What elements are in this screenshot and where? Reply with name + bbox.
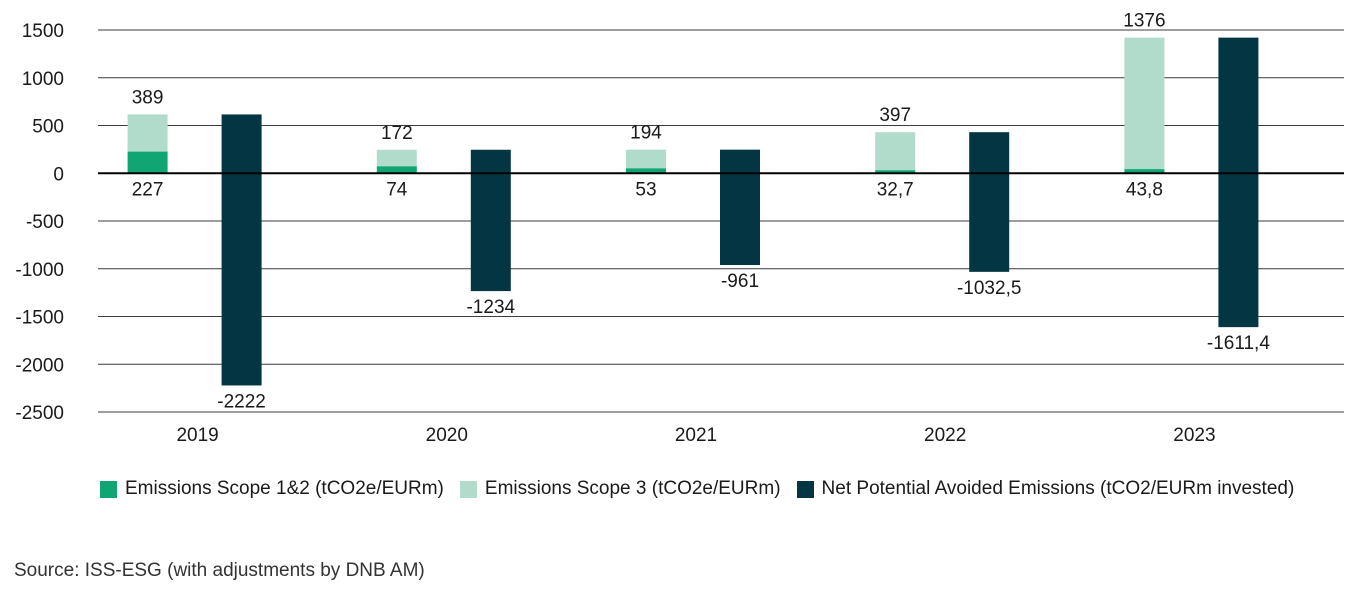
bar-scope3 — [626, 149, 666, 169]
legend-swatch-scope3 — [459, 480, 477, 498]
bar-avoided — [969, 132, 1010, 272]
y-tick-label: -500 — [26, 212, 64, 233]
bar-scope12 — [875, 170, 916, 174]
x-tick-label: 2020 — [426, 425, 468, 446]
data-label-scope3: 397 — [879, 105, 911, 126]
x-axis-ticks: 2019 2020 2021 2022 2023 — [176, 425, 1215, 446]
x-tick-label: 2019 — [176, 425, 218, 446]
data-label-scope12: 53 — [635, 179, 656, 200]
data-label-scope3: 389 — [132, 87, 164, 108]
bar-scope12 — [376, 166, 417, 174]
x-tick-label: 2022 — [924, 425, 966, 446]
data-label-scope3: 1376 — [1123, 11, 1165, 32]
chart-canvas: 1500 1000 500 0 -500 -1000 -1500 -2000 -2500 389… — [15, 11, 1344, 446]
data-labels: 389 227 -2222 172 74 -1234 194 53 -961 397 32,7 -10… — [132, 11, 1271, 413]
data-label-scope3: 194 — [630, 123, 662, 144]
data-label-scope3: 172 — [381, 123, 413, 144]
data-label-scope12: 32,7 — [877, 179, 914, 200]
x-tick-label: 2021 — [675, 425, 717, 446]
data-label-avoided: -2222 — [217, 391, 266, 412]
data-label-avoided: -1611,4 — [1207, 333, 1270, 354]
legend: Emissions Scope 1&2 (tCO2e/EURm) Emissio… — [100, 478, 1294, 500]
y-axis-ticks: 1500 1000 500 0 -500 -1000 -1500 -2000 -2500 — [15, 21, 64, 424]
bar-avoided — [221, 114, 262, 386]
bar-scope12 — [127, 151, 168, 174]
y-tick-label: -1500 — [15, 308, 64, 329]
legend-swatch-scope12 — [100, 480, 117, 498]
data-label-avoided: -961 — [721, 271, 759, 292]
legend-label-scope12: Emissions Scope 1&2 (tCO2e/EURm) — [125, 478, 444, 499]
bar-scope12 — [1124, 169, 1165, 174]
legend-swatch-avoided — [796, 480, 814, 498]
data-label-scope12: 227 — [132, 179, 164, 200]
y-tick-label: 1500 — [22, 21, 64, 42]
bar-avoided — [720, 149, 760, 266]
bar-avoided — [470, 149, 511, 292]
legend-item-scope3: Emissions Scope 3 (tCO2e/EURm) — [459, 478, 781, 500]
data-label-scope12: 74 — [386, 179, 408, 200]
legend-item-scope12: Emissions Scope 1&2 (tCO2e/EURm) — [100, 478, 444, 500]
bar-scope12 — [626, 168, 666, 174]
bars — [127, 37, 1259, 386]
data-label-avoided: -1032,5 — [957, 278, 1021, 299]
legend-label-avoided: Net Potential Avoided Emissions (tCO2/EU… — [821, 478, 1295, 499]
y-tick-label: -1000 — [15, 260, 64, 281]
y-tick-label: 1000 — [22, 69, 64, 90]
y-tick-label: -2000 — [15, 355, 64, 376]
source-note: Source: ISS-ESG (with adjustments by DNB… — [14, 560, 425, 581]
bar-scope3 — [127, 114, 168, 152]
data-label-scope12: 43,8 — [1126, 179, 1163, 200]
bar-scope3 — [376, 149, 417, 167]
legend-label-scope3: Emissions Scope 3 (tCO2e/EURm) — [484, 478, 781, 499]
y-tick-label: 500 — [32, 117, 64, 138]
y-tick-label: 0 — [53, 164, 64, 185]
gridlines — [98, 29, 1344, 413]
data-label-avoided: -1234 — [466, 297, 515, 318]
y-tick-label: -2500 — [15, 403, 64, 424]
bar-scope3 — [1124, 37, 1165, 170]
bar-avoided — [1218, 37, 1259, 328]
bar-scope3 — [875, 132, 916, 171]
x-tick-label: 2023 — [1173, 425, 1215, 446]
legend-item-avoided: Net Potential Avoided Emissions (tCO2/EU… — [796, 478, 1295, 500]
